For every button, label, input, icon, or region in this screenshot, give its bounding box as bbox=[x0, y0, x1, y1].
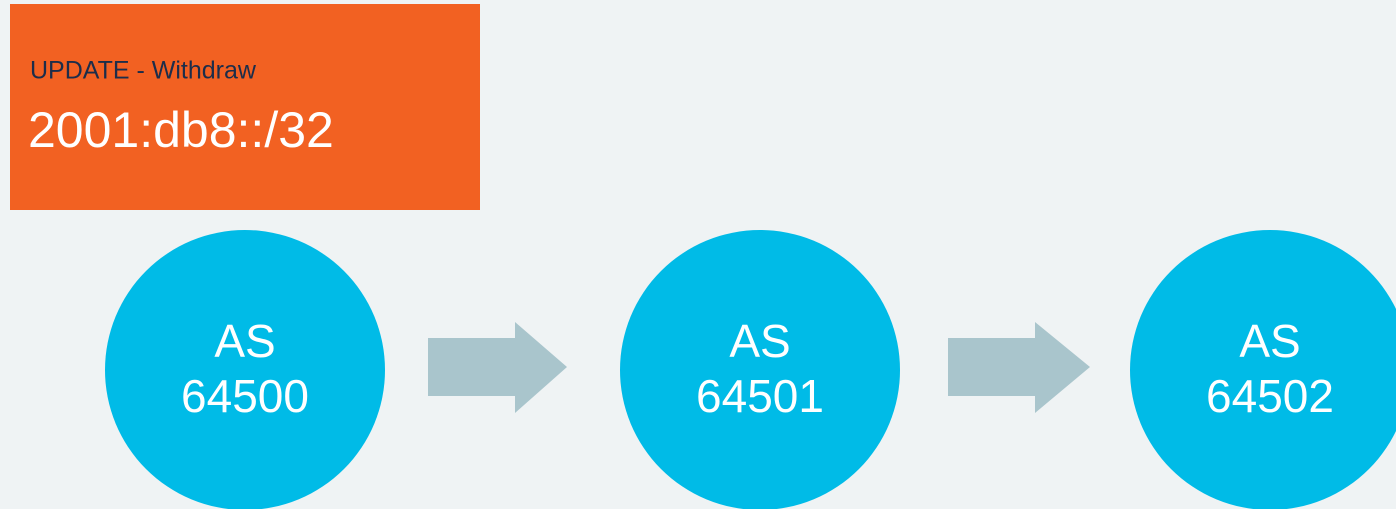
as-node bbox=[105, 230, 385, 509]
as-label: AS bbox=[214, 315, 275, 367]
arrow bbox=[948, 322, 1090, 413]
as-label: 64500 bbox=[181, 370, 309, 422]
as-label: AS bbox=[1239, 315, 1300, 367]
update-title: UPDATE - Withdraw bbox=[30, 57, 257, 85]
update-box bbox=[10, 4, 480, 210]
as-label: 64502 bbox=[1206, 370, 1334, 422]
as-node bbox=[620, 230, 900, 509]
update-prefix: 2001:db8::/32 bbox=[28, 102, 334, 158]
arrow bbox=[428, 322, 567, 413]
as-label: 64501 bbox=[696, 370, 824, 422]
as-node bbox=[1130, 230, 1396, 509]
as-label: AS bbox=[729, 315, 790, 367]
